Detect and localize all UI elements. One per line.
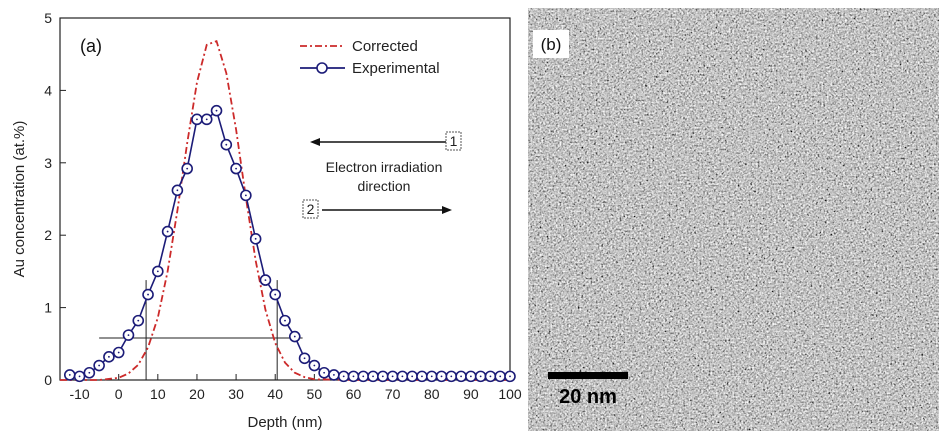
data-point-center [264, 279, 267, 281]
data-point-center [78, 375, 81, 378]
x-tick-label: 50 [307, 386, 323, 402]
data-point-center [205, 118, 208, 121]
data-point-center [450, 375, 453, 378]
annotation-box [445, 131, 462, 151]
data-point-center [274, 293, 277, 296]
panel-label: (a) [80, 36, 102, 56]
y-tick-label: 5 [44, 10, 52, 26]
y-tick-label: 2 [44, 227, 52, 243]
arrow-head [310, 138, 320, 146]
x-tick-label: 40 [267, 386, 283, 402]
data-point-center [469, 375, 472, 378]
x-tick-label: 70 [385, 386, 401, 402]
annotation-box [302, 199, 319, 219]
tem-texture [528, 8, 939, 431]
annotation: direction [358, 178, 411, 194]
data-point-center [323, 371, 326, 374]
data-point-center [479, 375, 482, 378]
x-tick-label: 20 [189, 386, 205, 402]
data-point-center [284, 319, 286, 322]
data-point-center [137, 319, 140, 322]
data-point-center [254, 237, 257, 240]
data-point-center [196, 118, 198, 121]
x-tick-label: 0 [115, 386, 123, 402]
data-point-center [88, 371, 91, 374]
x-tick-label: 30 [228, 386, 244, 402]
data-point-center [352, 375, 355, 378]
annotation: 1 [450, 133, 458, 149]
panel-label: (b) [541, 35, 562, 54]
series-line [60, 39, 510, 381]
scale-bar-label: 20 nm [559, 386, 617, 408]
data-point-center [68, 374, 71, 376]
legend-label: Experimental [352, 60, 440, 77]
data-point-center [509, 375, 511, 378]
data-point-center [460, 375, 462, 378]
plot-frame [59, 17, 511, 381]
x-tick-label: 100 [498, 386, 522, 402]
x-tick-label: 60 [346, 386, 362, 402]
data-point-center [440, 375, 443, 378]
data-point-center [411, 375, 414, 378]
y-tick-label: 0 [44, 372, 52, 388]
data-point-center [401, 375, 404, 378]
data-point-center [342, 375, 345, 378]
data-point-center [147, 293, 149, 296]
y-tick-label: 3 [44, 155, 52, 171]
data-point-center [499, 375, 502, 378]
data-point-center [430, 375, 433, 378]
scale-bar [548, 372, 628, 379]
chart: -10 0 10 20 30 40 50 60 70 80 90 100 0 1 2 3 4 5 Depth (nm… [11, 10, 522, 431]
annotation: 2 [307, 201, 315, 217]
data-point-center [117, 351, 120, 354]
panel-label-box [533, 30, 569, 58]
data-point-center [313, 364, 316, 367]
data-point-center [176, 189, 179, 192]
x-tick-label: 80 [424, 386, 440, 402]
tem-panel: (b) 20 nm [528, 8, 939, 431]
data-point-center [333, 374, 335, 376]
x-tick-label: 10 [150, 386, 166, 402]
x-tick-label: 90 [463, 386, 479, 402]
data-point-center [98, 364, 101, 367]
data-point-center [166, 230, 169, 233]
x-axis-label: Depth (nm) [247, 414, 322, 431]
data-point-center [225, 143, 228, 146]
data-point-center [372, 375, 374, 378]
data-point-center [489, 375, 492, 378]
data-point-center [235, 167, 237, 170]
data-point-center [156, 270, 159, 273]
y-tick-label: 1 [44, 300, 52, 316]
data-point-center [186, 167, 189, 170]
data-point-center [127, 334, 130, 337]
legend-label: Corrected [352, 38, 418, 55]
arrow-head [442, 206, 452, 214]
y-tick-label: 4 [44, 82, 52, 98]
y-axis-label: Au concentration (at.%) [11, 121, 28, 278]
data-point-center [108, 355, 110, 358]
data-point-center [244, 194, 247, 197]
x-tick-label: -10 [69, 386, 89, 402]
data-point-center [421, 375, 423, 378]
legend-marker [316, 62, 328, 74]
data-point-center [303, 357, 306, 360]
annotation: Electron irradiation [326, 159, 443, 175]
data-point-center [362, 375, 365, 378]
data-point-center [391, 375, 394, 378]
data-point-center [381, 375, 384, 378]
data-point-center [293, 335, 296, 338]
data-point-center [215, 109, 218, 112]
